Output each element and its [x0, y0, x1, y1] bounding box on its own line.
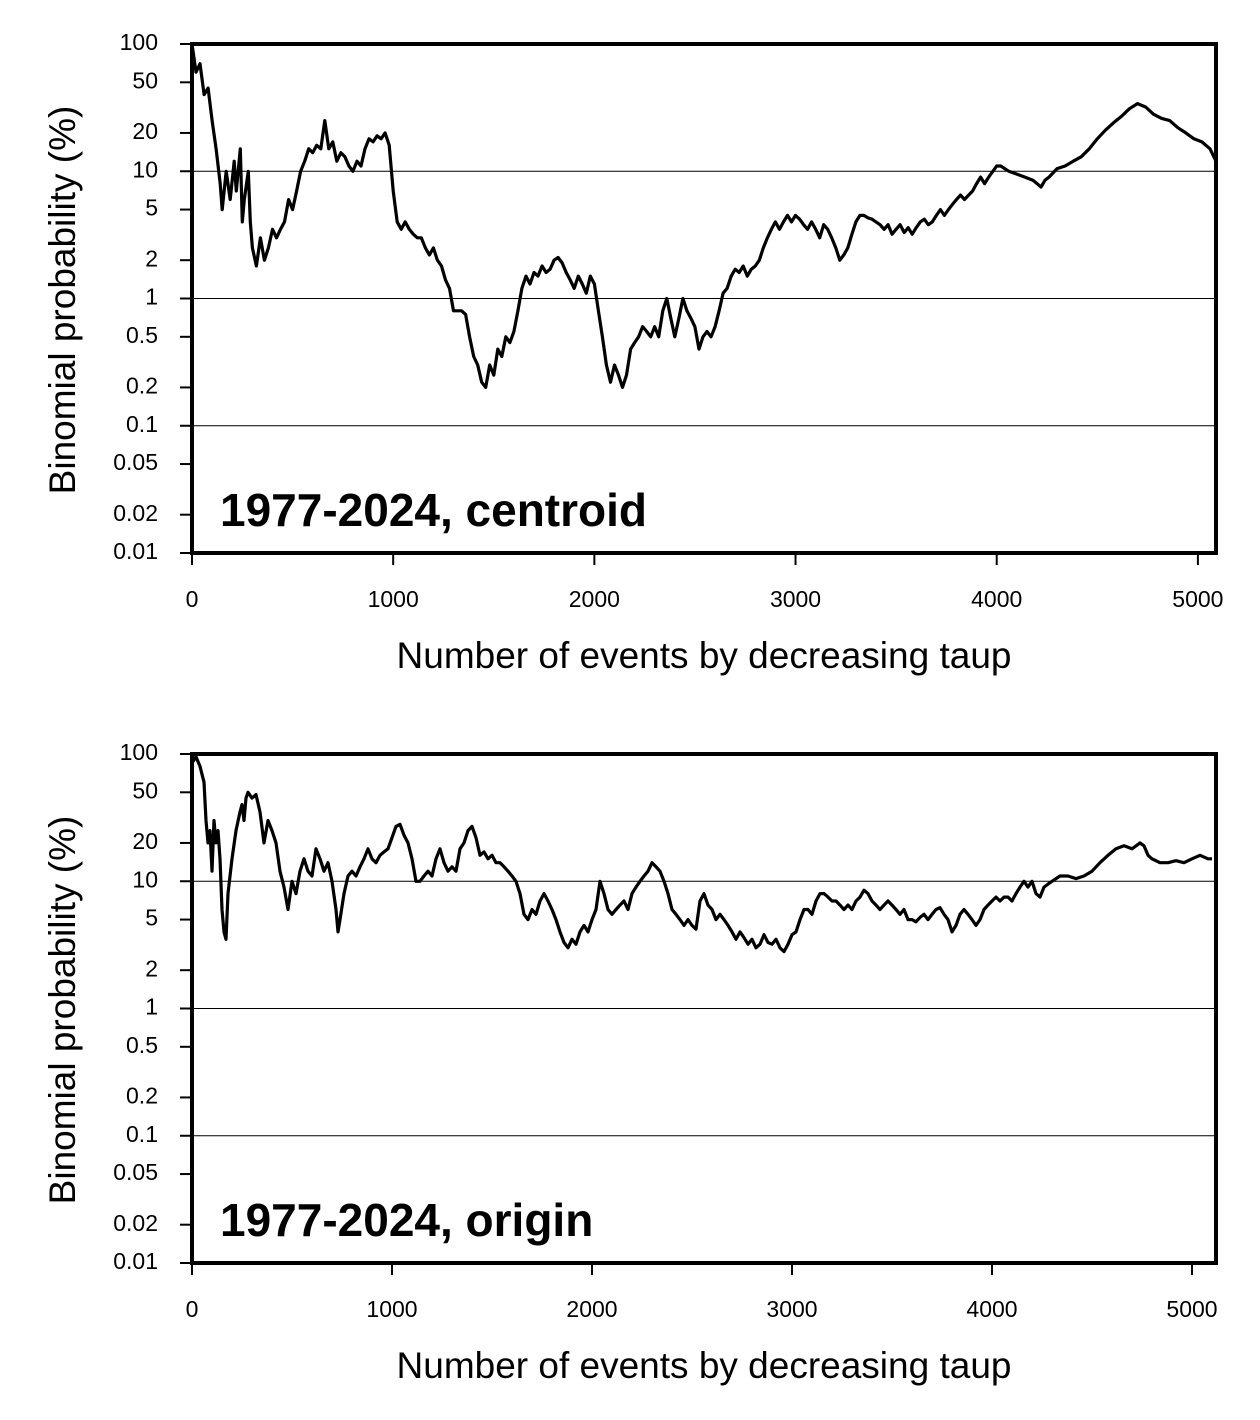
x-tick-label: 0	[186, 1296, 199, 1322]
x-tick-label: 3000	[770, 586, 821, 612]
x-axis-label: Number of events by decreasing taup	[397, 635, 1012, 676]
y-tick-label: 0.05	[113, 1159, 158, 1185]
y-tick-label: 0.02	[113, 500, 158, 526]
y-tick-label: 10	[132, 156, 158, 182]
x-tick-label: 2000	[569, 586, 620, 612]
y-tick-label: 1	[145, 284, 158, 310]
x-tick-label: 4000	[966, 1296, 1017, 1322]
x-tick-label: 2000	[566, 1296, 617, 1322]
y-tick-label: 50	[132, 67, 158, 93]
x-tick-label: 0	[186, 586, 199, 612]
annotation: 1977-2024, centroid	[220, 484, 647, 536]
x-tick-label: 1000	[368, 586, 419, 612]
chart: 100 50 20 10 5 2 1 0.5 0.2 0.1 0.05 0.02 0.01 0 1000 20…	[42, 29, 1223, 676]
y-tick-label: 50	[132, 777, 158, 803]
y-tick-label: 5	[145, 195, 158, 221]
plot-frame	[190, 42, 1218, 555]
y-tick-label: 100	[120, 29, 158, 55]
y-tick-label: 0.5	[126, 322, 158, 348]
y-tick-label: 0.01	[113, 538, 158, 564]
y-tick-label: 10	[132, 866, 158, 892]
x-tick-label: 3000	[766, 1296, 817, 1322]
y-axis-label: Binomial probability (%)	[42, 106, 83, 495]
y-tick-label: 0.02	[113, 1210, 158, 1236]
y-tick-label: 0.5	[126, 1032, 158, 1058]
y-tick-label: 0.05	[113, 449, 158, 475]
y-tick-label: 20	[132, 828, 158, 854]
y-tick-label: 1	[145, 994, 158, 1020]
y-tick-label: 0.2	[126, 1083, 158, 1109]
y-tick-label: 0.2	[126, 373, 158, 399]
annotation: 1977-2024, origin	[220, 1194, 593, 1246]
y-tick-label: 2	[145, 955, 158, 981]
y-tick-label: 2	[145, 245, 158, 271]
y-axis-label: Binomial probability (%)	[42, 816, 83, 1205]
y-tick-label: 100	[120, 739, 158, 765]
y-tick-label: 0.1	[126, 1121, 158, 1147]
x-tick-label: 5000	[1166, 1296, 1217, 1322]
y-tick-label: 20	[132, 118, 158, 144]
plot-frame	[190, 752, 1218, 1265]
data-line	[190, 43, 1218, 389]
y-tick-label: 0.1	[126, 411, 158, 437]
y-tick-label: 0.01	[113, 1248, 158, 1274]
x-tick-label: 5000	[1172, 586, 1223, 612]
x-tick-label: 4000	[971, 586, 1022, 612]
chart: 100 50 20 10 5 2 1 0.5 0.2 0.1 0.05 0.02 0.01 0 1000 20…	[42, 739, 1218, 1386]
x-axis-label: Number of events by decreasing taup	[397, 1345, 1012, 1386]
y-tick-label: 5	[145, 905, 158, 931]
x-tick-label: 1000	[366, 1296, 417, 1322]
data-line	[190, 755, 1212, 954]
